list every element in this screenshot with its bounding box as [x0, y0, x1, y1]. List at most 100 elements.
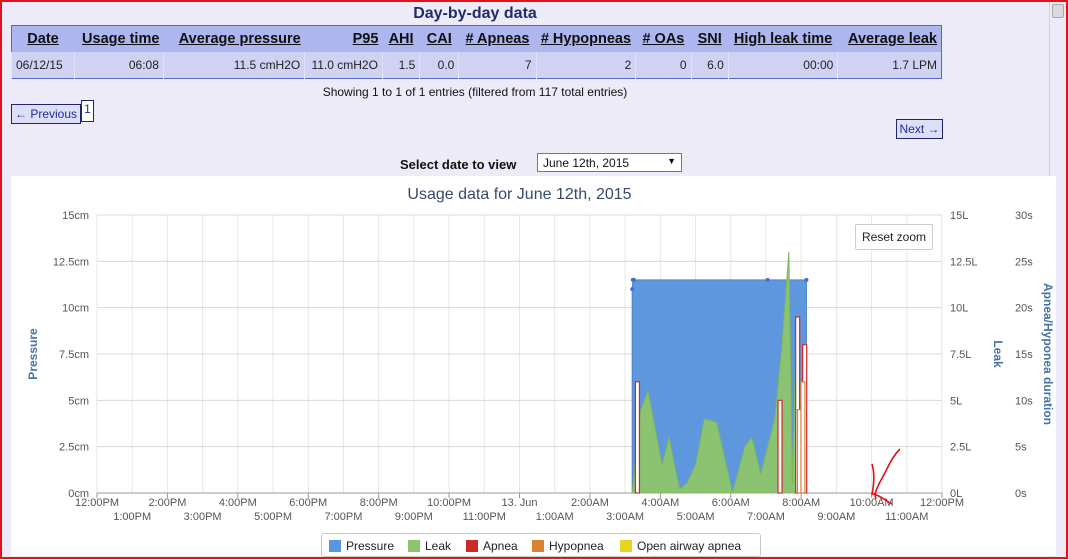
scrollbar-thumb[interactable] — [1052, 4, 1064, 18]
legend-item-leak[interactable]: Leak — [408, 539, 451, 553]
cell-oas: 0 — [635, 52, 692, 79]
column-header-high-leak-time[interactable]: High leak time — [728, 25, 838, 52]
duration-axis-title: Apnea/Hyponea duration — [1041, 283, 1055, 425]
x-tick-label: 8:00PM — [360, 497, 398, 509]
day-by-day-table: Date Usage time Average pressure P95 AHI… — [11, 25, 942, 79]
usage-chart-svg[interactable]: Usage data for June 12th, 2015 0cm 2.5cm 5c… — [11, 176, 1056, 556]
x-tick-label: 10:00AM — [850, 497, 894, 509]
legend-label-open-airway-apnea: Open airway apnea — [637, 539, 742, 553]
legend-swatch-pressure — [329, 540, 341, 552]
legend-swatch-open-airway-apnea — [620, 540, 632, 552]
pressure-tick-label: 5cm — [68, 395, 89, 407]
column-header-ahi[interactable]: AHI — [382, 25, 420, 52]
legend-item-pressure[interactable]: Pressure — [329, 539, 394, 553]
previous-page-button[interactable]: ← Previous — [11, 104, 81, 124]
legend-label-pressure: Pressure — [346, 539, 395, 553]
column-header-hypopneas[interactable]: # Hypopneas — [536, 25, 636, 52]
pressure-axis-title: Pressure — [26, 328, 40, 380]
legend-swatch-apnea — [466, 540, 478, 552]
x-tick-label: 11:00PM — [463, 511, 506, 523]
cell-high-leak-time: 00:00 — [727, 52, 838, 79]
legend-label-apnea: Apnea — [483, 539, 518, 553]
legend-label-leak: Leak — [425, 539, 452, 553]
pressure-point — [765, 277, 770, 282]
cell-cai: 0.0 — [419, 52, 459, 79]
x-tick-label: 13. Jun — [501, 497, 537, 509]
x-tick-label: 11:00AM — [885, 511, 928, 523]
x-tick-label: 7:00PM — [324, 511, 362, 523]
cell-usage-time: 06:08 — [73, 52, 164, 79]
cell-hypopneas: 2 — [535, 52, 636, 79]
chart-legend: Pressure Leak Apnea Hypopnea Open airway… — [321, 533, 761, 557]
duration-tick-label: 10s — [1015, 395, 1033, 407]
x-tick-label: 3:00AM — [606, 511, 644, 523]
pressure-tick-label: 2.5cm — [59, 442, 89, 454]
pressure-point — [631, 277, 636, 282]
cell-p95: 11.0 cmH2O — [304, 52, 383, 79]
pressure-point — [630, 287, 635, 292]
x-tick-label: 4:00PM — [219, 497, 257, 509]
x-tick-label: 2:00PM — [148, 497, 186, 509]
red-arrow-annotation — [871, 448, 901, 505]
legend-swatch-hypopnea — [532, 540, 544, 552]
column-header-apneas[interactable]: # Apneas — [458, 25, 537, 52]
table-row: 06/12/15 06:08 11.5 cmH2O 11.0 cmH2O 1.5… — [11, 52, 942, 79]
date-select[interactable]: June 12th, 2015 ▼ — [537, 153, 682, 172]
cell-sni: 6.0 — [690, 52, 729, 79]
column-header-p95[interactable]: P95 — [304, 25, 383, 52]
leak-tick-label: 0L — [950, 488, 962, 500]
x-tick-label: 2:00AM — [571, 497, 609, 509]
duration-tick-label: 0s — [1015, 488, 1027, 500]
table-header-row: Date Usage time Average pressure P95 AHI… — [11, 25, 942, 52]
pressure-tick-label: 10cm — [62, 303, 89, 315]
column-header-average-leak[interactable]: Average leak — [837, 25, 942, 52]
leak-tick-label: 12.5L — [950, 256, 978, 268]
legend-item-hypopnea[interactable]: Hypopnea — [532, 539, 604, 553]
leak-tick-label: 2.5L — [950, 442, 971, 454]
page-title: Day-by-day data — [413, 5, 537, 22]
cell-average-leak: 1.7 LPM — [837, 52, 942, 79]
apnea-bar — [634, 381, 641, 494]
column-header-date[interactable]: Date — [11, 25, 74, 52]
pressure-tick-label: 12.5cm — [53, 256, 89, 268]
column-header-oas[interactable]: # OAs — [635, 25, 692, 52]
cell-ahi: 1.5 — [381, 52, 420, 79]
reset-zoom-button[interactable]: Reset zoom — [855, 224, 933, 250]
x-tick-label: 9:00PM — [395, 511, 433, 523]
column-header-cai[interactable]: CAI — [419, 25, 459, 52]
x-tick-label: 7:00AM — [747, 511, 785, 523]
dropdown-arrow-icon: ▼ — [667, 156, 676, 166]
x-tick-label: 12:00PM — [920, 497, 964, 509]
entries-info: Showing 1 to 1 of 1 entries (filtered fr… — [322, 85, 628, 99]
column-header-average-pressure[interactable]: Average pressure — [163, 25, 305, 52]
column-header-sni[interactable]: SNI — [691, 25, 729, 52]
date-select-label: Select date to view — [400, 157, 517, 172]
pressure-point — [804, 277, 809, 282]
hypopnea-bar — [800, 381, 806, 494]
legend-swatch-leak — [408, 540, 420, 552]
duration-tick-label: 30s — [1015, 210, 1033, 222]
cell-average-pressure: 11.5 cmH2O — [162, 52, 305, 79]
apnea-bar — [777, 399, 783, 494]
cell-apneas: 7 — [458, 52, 537, 79]
x-tick-label: 6:00AM — [712, 497, 750, 509]
pressure-tick-label: 0cm — [68, 488, 89, 500]
legend-label-hypopnea: Hypopnea — [549, 539, 604, 553]
leak-tick-label: 10L — [950, 303, 968, 315]
next-page-button[interactable]: Next → — [896, 119, 943, 139]
chart-title: Usage data for June 12th, 2015 — [407, 186, 631, 203]
x-tick-label: 4:00AM — [641, 497, 679, 509]
legend-item-open-airway-apnea[interactable]: Open airway apnea — [620, 539, 741, 553]
x-tick-label: 1:00PM — [113, 511, 151, 523]
leak-tick-label: 5L — [950, 395, 962, 407]
x-tick-label: 9:00AM — [817, 511, 855, 523]
column-header-usage-time[interactable]: Usage time — [74, 25, 164, 52]
x-tick-label: 8:00AM — [782, 497, 820, 509]
usage-chart[interactable]: Usage data for June 12th, 2015 0cm 2.5cm 5c… — [11, 176, 1056, 557]
leak-tick-label: 7.5L — [950, 349, 971, 361]
x-tick-label: 5:00AM — [677, 511, 715, 523]
cell-date: 06/12/15 — [11, 52, 74, 79]
legend-item-apnea[interactable]: Apnea — [466, 539, 518, 553]
page-number-button[interactable]: 1 — [81, 100, 94, 122]
leak-axis-title: Leak — [991, 340, 1005, 368]
